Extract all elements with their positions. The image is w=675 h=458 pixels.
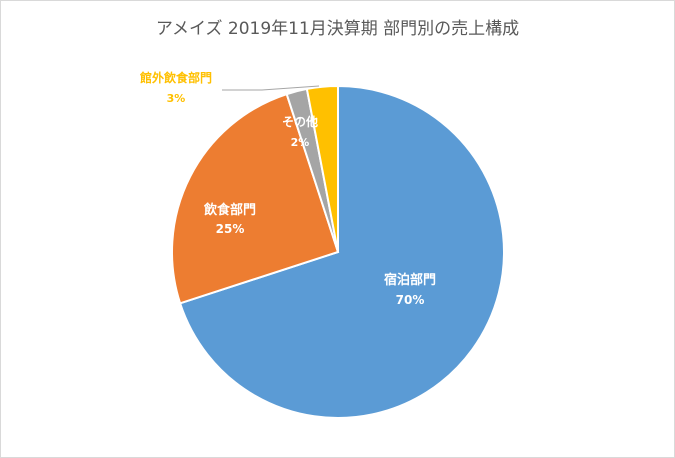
leader-line-3 xyxy=(222,85,320,91)
slice-label-1: 飲食部門 xyxy=(203,202,256,218)
slice-label-0: 宿泊部門 xyxy=(384,272,436,288)
slice-value-3: 3% xyxy=(167,92,186,105)
slice-value-1: 25% xyxy=(216,222,245,236)
pie-slice-0 xyxy=(178,84,505,419)
pie-slice-1 xyxy=(170,92,340,305)
pie-slice-3 xyxy=(305,84,339,253)
slice-label-3: 館外飲食部門 xyxy=(139,70,212,85)
slice-value-0: 70% xyxy=(396,293,425,307)
chart-title: アメイズ 2019年11月決算期 部門別の売上構成 xyxy=(155,19,520,39)
slice-value-2: 2% xyxy=(291,136,310,149)
slice-label-2: その他 xyxy=(282,114,318,129)
